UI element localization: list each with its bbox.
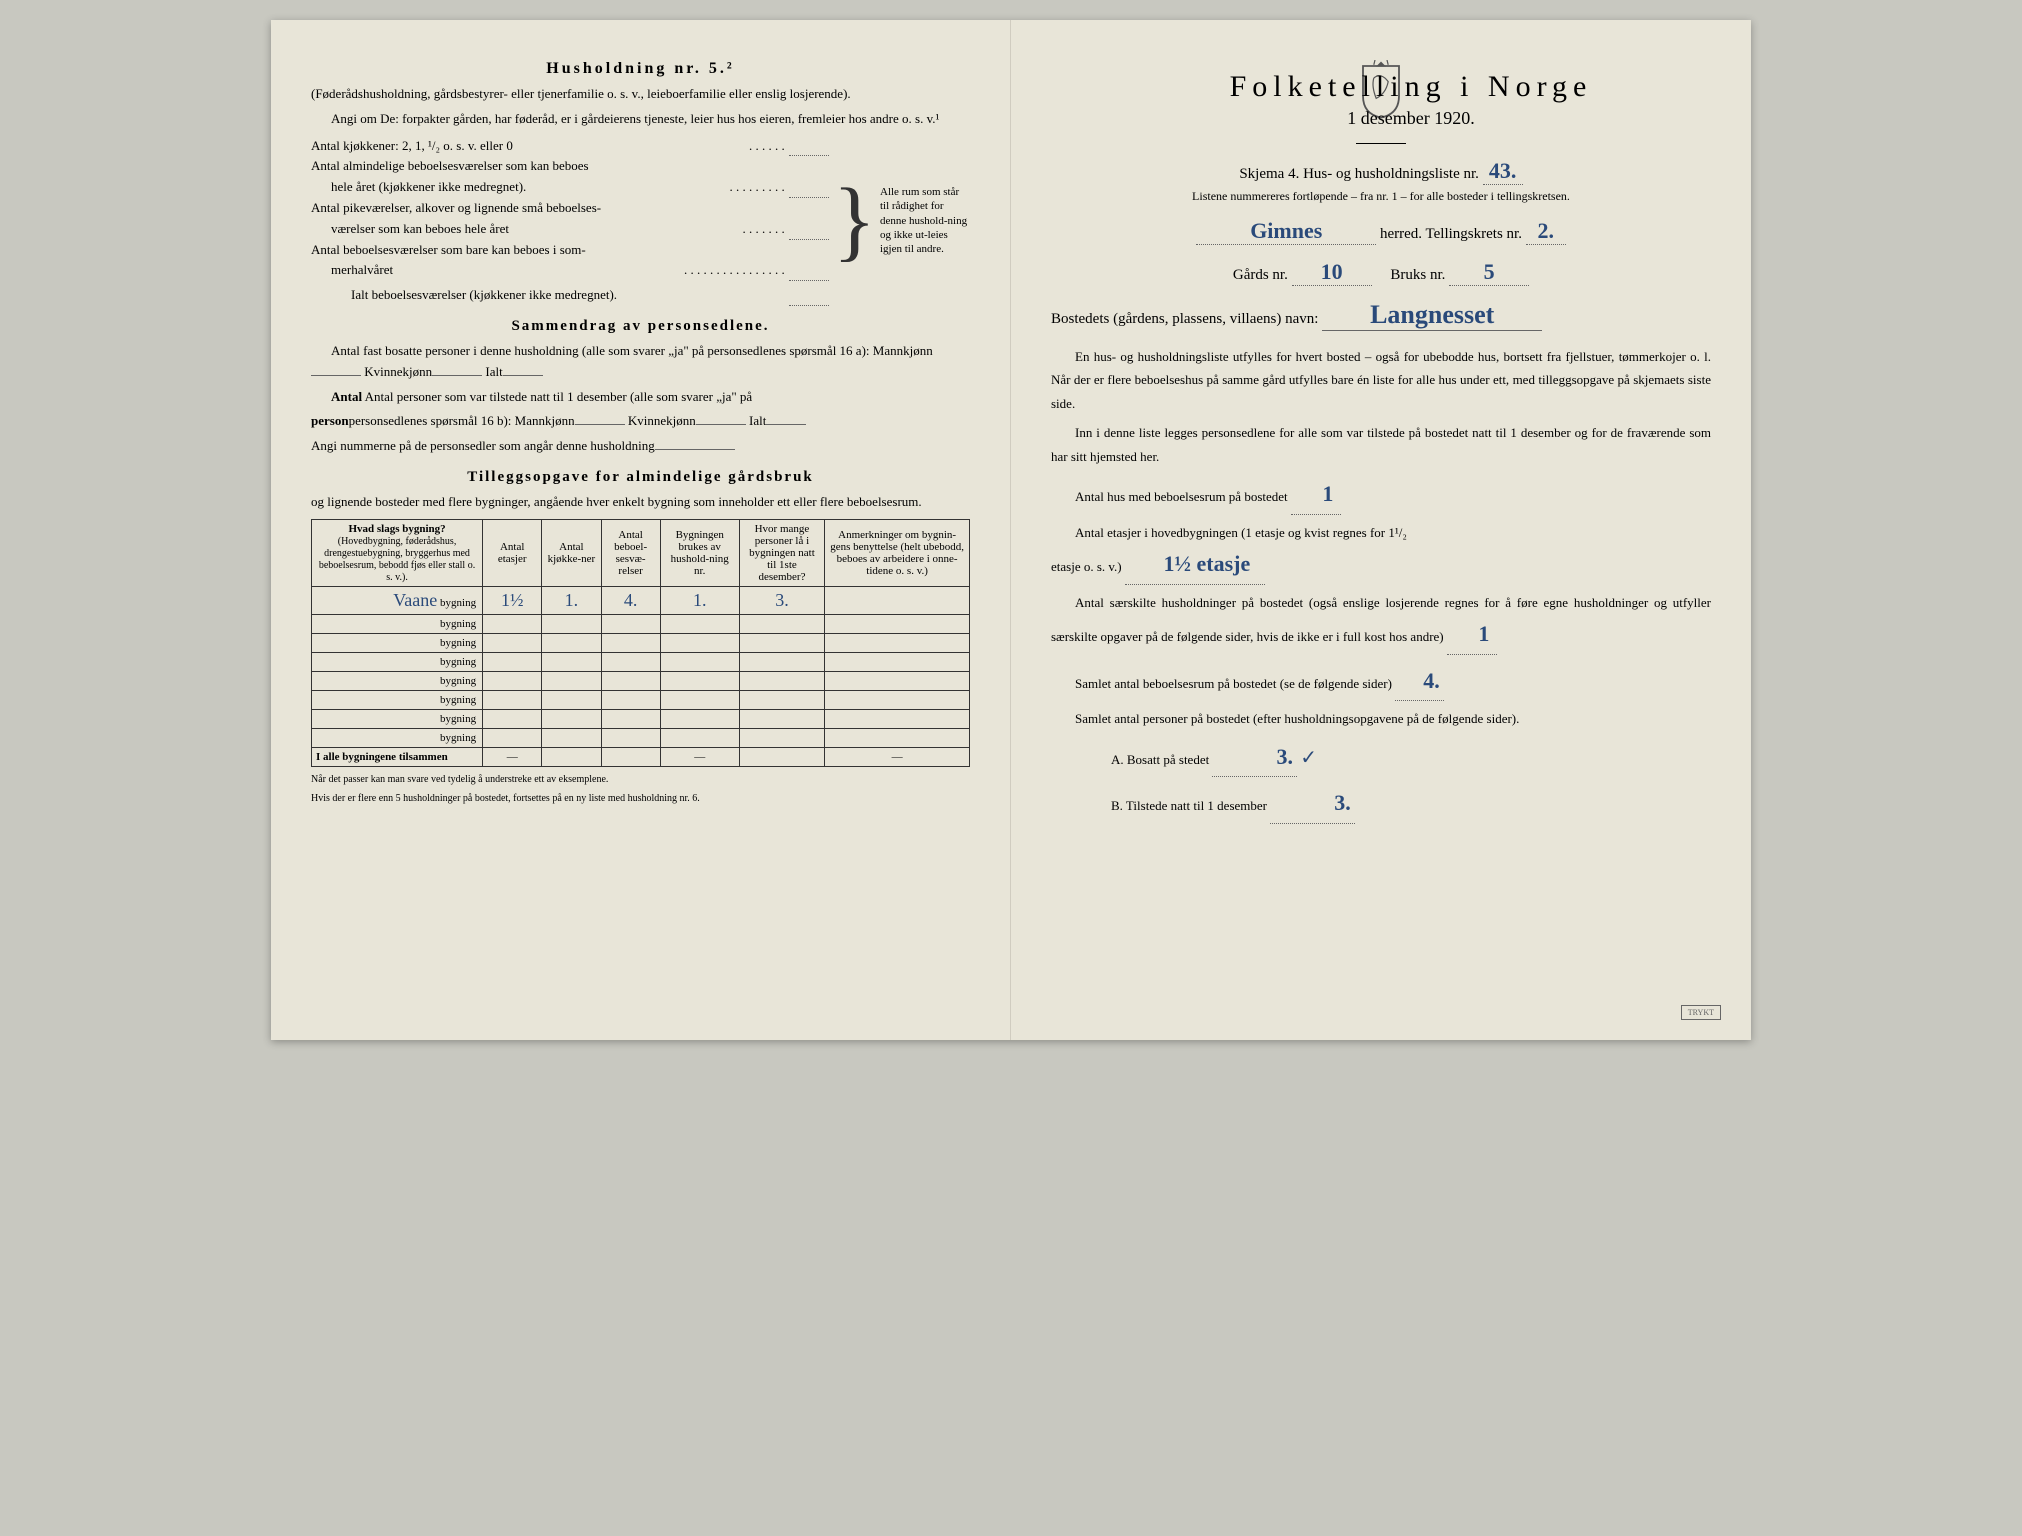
footnote-2: Hvis der er flere enn 5 husholdninger på… xyxy=(311,792,970,805)
rooms3b: merhalvåret xyxy=(311,260,684,281)
th-bygning: Hvad slags bygning?(Hovedbygning, føderå… xyxy=(312,519,483,586)
rooms2b: værelser som kan beboes hele året xyxy=(311,219,743,240)
table-row: bygning xyxy=(312,709,970,728)
q2-value: 1½ etasje xyxy=(1125,544,1265,585)
intro-2: Angi om De: forpakter gården, har føderå… xyxy=(311,109,970,130)
summary-title: Sammendrag av personsedlene. xyxy=(311,318,970,335)
q5: Samlet antal personer på bostedet (efter… xyxy=(1051,707,1711,730)
q4: Samlet antal beboelsesrum på bostedet (s… xyxy=(1051,661,1711,702)
tick-icon: ✓ xyxy=(1300,747,1317,769)
krets-nr-value: 2. xyxy=(1526,218,1566,245)
rooms2a: Antal pikeværelser, alkover og lignende … xyxy=(311,198,829,219)
q1-value: 1 xyxy=(1291,474,1341,515)
summary-3: Angi nummerne på de personsedler som ang… xyxy=(311,436,970,457)
printer-stamp: TRYKT xyxy=(1681,1005,1721,1020)
qB-value: 3. xyxy=(1270,783,1355,824)
q1: Antal hus med beboelsesrum på bostedet 1 xyxy=(1051,474,1711,515)
gards-nr-value: 10 xyxy=(1292,259,1372,286)
rooms-total: Ialt beboelsesværelser (kjøkkener ikke m… xyxy=(311,285,785,306)
footnote-1: Når det passer kan man svare ved tydelig… xyxy=(311,773,970,786)
brace-icon: } xyxy=(833,176,876,266)
q3: Antal særskilte husholdninger på bostede… xyxy=(1051,591,1711,655)
table-row: bygning xyxy=(312,671,970,690)
bruks-nr-value: 5 xyxy=(1449,259,1529,286)
q3-value: 1 xyxy=(1447,614,1497,655)
main-title: Folketelling i Norge xyxy=(1111,70,1711,104)
bosted-value: Langnesset xyxy=(1322,300,1542,331)
th-kjokken: Antal kjøkke-ner xyxy=(542,519,601,586)
table-row: bygning xyxy=(312,690,970,709)
th-anmerk: Anmerkninger om bygnin-gens benyttelse (… xyxy=(825,519,970,586)
rooms-block: Antal kjøkkener: 2, 1, ¹/₂ o. s. v. elle… xyxy=(311,136,970,306)
th-personer: Hvor mange personer lå i bygningen natt … xyxy=(739,519,825,586)
para-1: En hus- og husholdningsliste utfylles fo… xyxy=(1051,345,1711,415)
table-header-row: Hvad slags bygning?(Hovedbygning, føderå… xyxy=(312,519,970,586)
q4-value: 4. xyxy=(1395,661,1444,702)
intro-1: (Føderådshusholdning, gårdsbestyrer- ell… xyxy=(311,84,970,105)
qA-value: 3. xyxy=(1212,737,1297,778)
table-row: bygning xyxy=(312,728,970,747)
rooms1b: hele året (kjøkkener ikke medregnet). xyxy=(311,177,730,198)
gards-row: Gårds nr. 10 Bruks nr. 5 xyxy=(1051,259,1711,286)
table-row: bygning xyxy=(312,652,970,671)
census-date: 1 desember 1920. xyxy=(1111,108,1711,129)
left-page: Husholdning nr. 5.² (Føderådshusholdning… xyxy=(271,20,1011,1040)
q2: Antal etasjer i hovedbygningen (1 etasje… xyxy=(1051,521,1711,585)
tillegg-title: Tilleggsopgave for almindelige gårdsbruk xyxy=(311,469,970,486)
kitchens-label: Antal kjøkkener: 2, 1, ¹/₂ o. s. v. elle… xyxy=(311,136,749,157)
farm-table: Hvad slags bygning?(Hovedbygning, føderå… xyxy=(311,519,970,767)
herred-value: Gimnes xyxy=(1196,218,1376,245)
divider xyxy=(1356,143,1406,144)
herred-row: Gimnes herred. Tellingskrets nr. 2. xyxy=(1051,218,1711,245)
household-title: Husholdning nr. 5.² xyxy=(311,60,970,78)
table-row: bygning xyxy=(312,633,970,652)
para-2: Inn i denne liste legges personsedlene f… xyxy=(1051,421,1711,468)
brace-text: Alle rum som står til rådighet for denne… xyxy=(880,185,970,256)
summary-2: Antal Antal personer som var tilstede na… xyxy=(311,387,970,408)
table-row: bygning xyxy=(312,614,970,633)
th-brukes: Bygningen brukes av hushold-ning nr. xyxy=(660,519,739,586)
th-etasjer: Antal etasjer xyxy=(483,519,542,586)
qA: A. Bosatt på stedet 3. ✓ xyxy=(1051,737,1711,778)
summary-2b: personpersonsedlenes spørsmål 16 b): Man… xyxy=(311,411,970,432)
table-total-row: I alle bygningene tilsammen ——— xyxy=(312,747,970,766)
table-row: Vaane bygning 1½ 1. 4. 1. 3. xyxy=(312,586,970,614)
tillegg-sub: og lignende bosteder med flere bygninger… xyxy=(311,492,970,513)
rooms1a: Antal almindelige beboelsesværelser som … xyxy=(311,156,829,177)
rooms3a: Antal beboelsesværelser som bare kan beb… xyxy=(311,240,829,261)
schema-sub: Listene nummereres fortløpende – fra nr.… xyxy=(1051,189,1711,204)
census-document: Husholdning nr. 5.² (Føderådshusholdning… xyxy=(271,20,1751,1040)
summary-1: Antal fast bosatte personer i denne hush… xyxy=(311,341,970,383)
qB: B. Tilstede natt til 1 desember 3. xyxy=(1051,783,1711,824)
list-nr-value: 43. xyxy=(1483,158,1523,185)
bosted-row: Bostedets (gårdens, plassens, villaens) … xyxy=(1051,300,1711,331)
right-page: Folketelling i Norge 1 desember 1920. Sk… xyxy=(1011,20,1751,1040)
schema-line: Skjema 4. Hus- og husholdningsliste nr. … xyxy=(1051,158,1711,185)
th-beboelse: Antal beboel-sesvæ-relser xyxy=(601,519,660,586)
